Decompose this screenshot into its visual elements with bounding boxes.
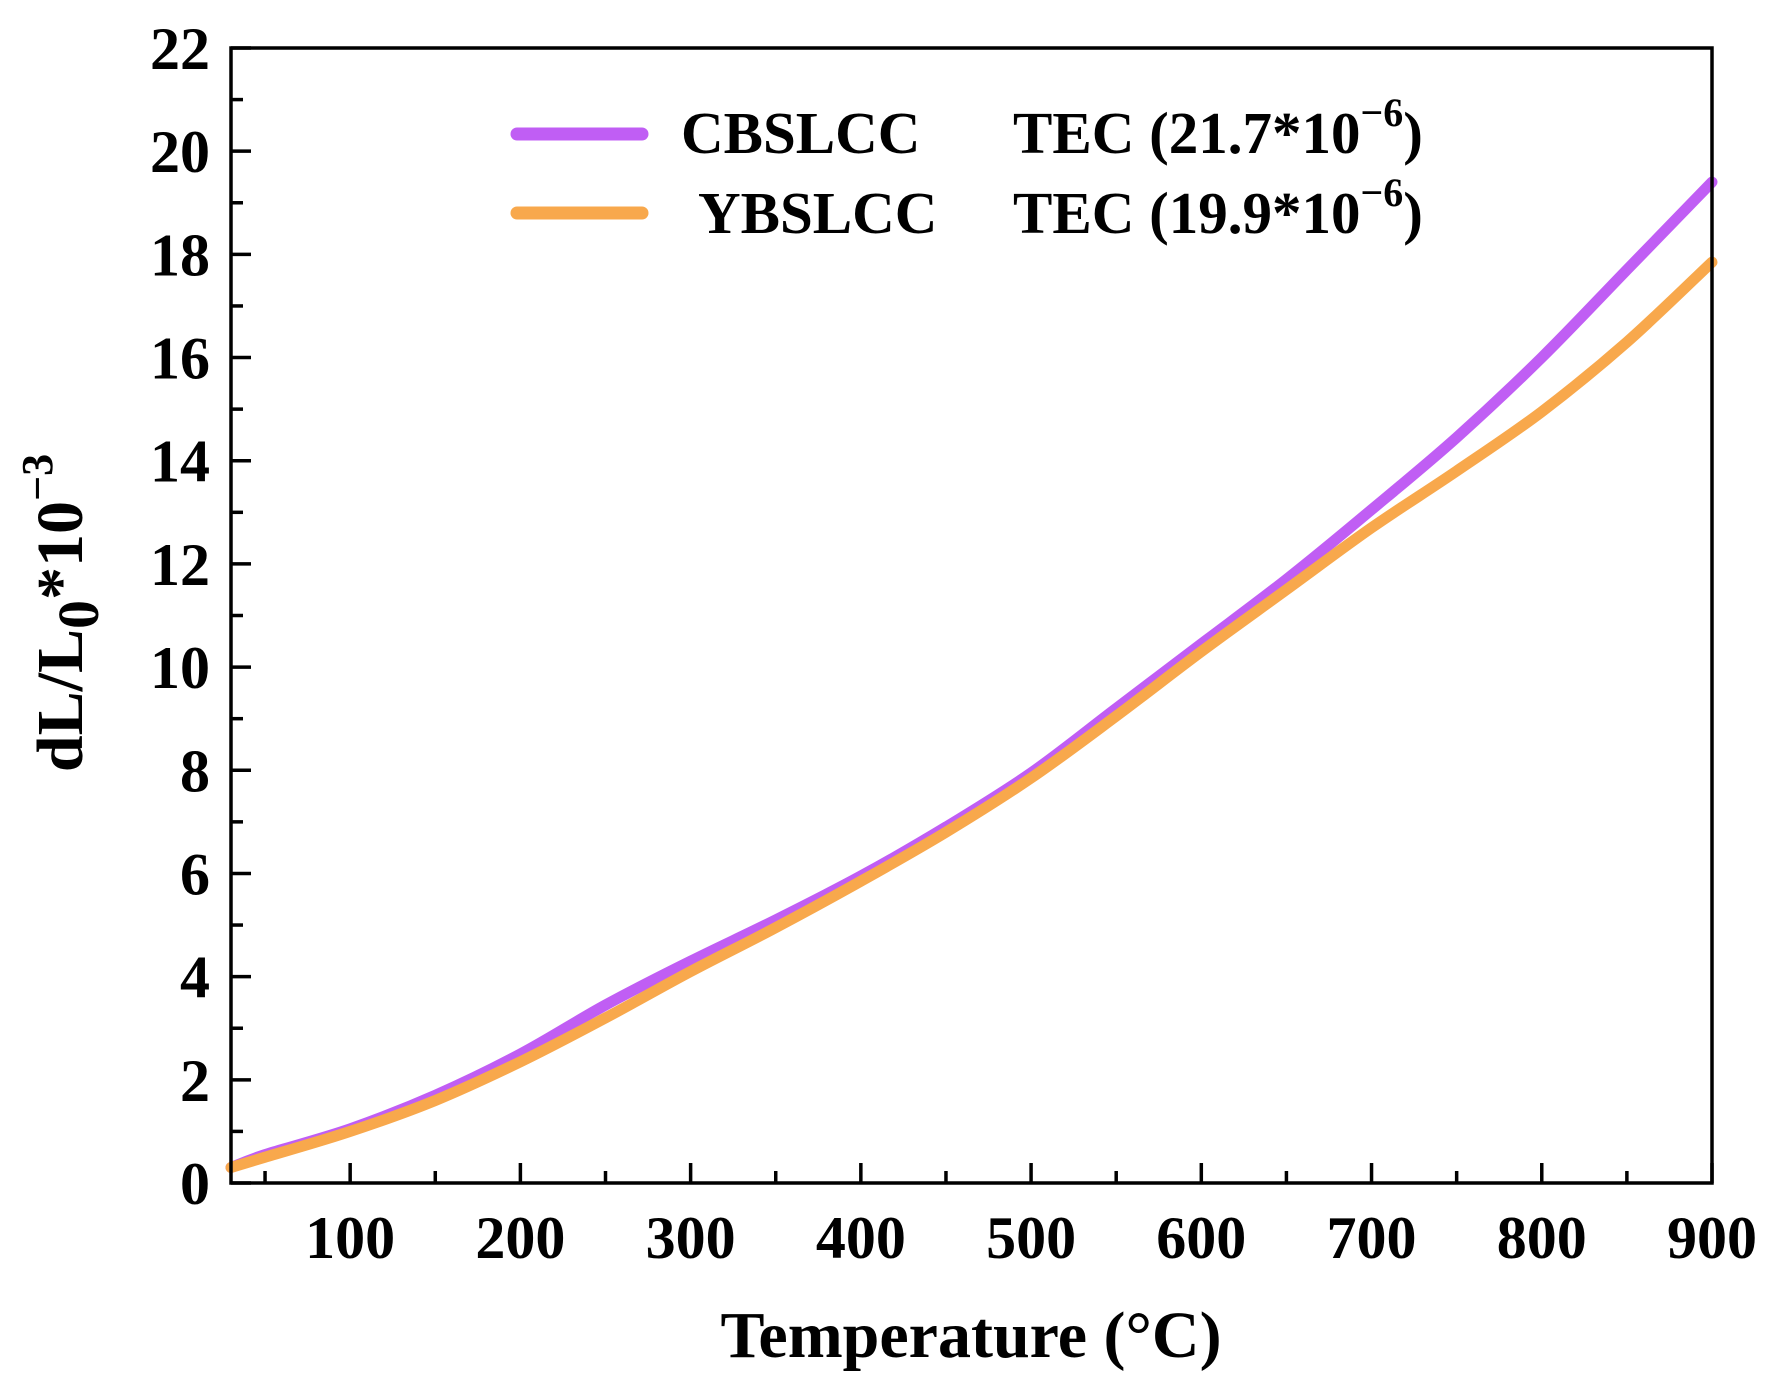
y-tick-label: 20 [150,119,210,185]
series-lines [225,176,1718,1173]
legend-name-ybslcc: YBSLCC [698,180,937,246]
legend-tec-ybslcc: TEC (19.9*10−6) [1013,170,1423,246]
y-tick-label: 22 [150,16,210,82]
x-tick-label: 600 [1156,1205,1246,1271]
y-tick-label: 4 [180,945,210,1011]
y-tick-label: 16 [150,326,210,392]
y-axis-label-superscript: −3 [13,454,62,501]
axis-ticks [231,46,1714,1185]
x-tick-label: 700 [1327,1205,1417,1271]
y-tick-label: 14 [150,429,210,495]
x-tick-label: 100 [305,1205,395,1271]
x-tick-label: 800 [1497,1205,1587,1271]
x-tick-label: 300 [646,1205,736,1271]
legend-tec-prefix: TEC (21.7*10 [1013,100,1360,166]
y-tick-label: 10 [150,635,210,701]
legend-tec-exponent: −6 [1360,170,1403,215]
y-tick-label: 2 [180,1048,210,1114]
y-tick-label: 0 [180,1151,210,1217]
x-tick-label: 900 [1667,1205,1757,1271]
series-line-ybslcc [225,256,1718,1173]
y-axis-label-mid: *10 [24,501,97,600]
y-axis-label-main: dL/L [24,629,97,772]
x-tick-label: 500 [986,1205,1076,1271]
x-tick-label: 400 [816,1205,906,1271]
y-axis-label-subscript: 0 [46,600,111,629]
y-tick-label: 18 [150,222,210,288]
y-tick-labels: 0 2 4 6 8 10 12 14 16 18 20 22 [150,16,210,1217]
legend-name-cbslcc: CBSLCC [681,100,920,166]
legend: CBSLCC TEC (21.7*10−6) YBSLCC TEC (19.9*… [510,90,1423,246]
legend-tec-prefix: TEC (19.9*10 [1013,180,1360,246]
y-tick-label: 6 [180,841,210,907]
y-axis-label: dL/L0*10−3 [13,454,111,772]
legend-tec-suffix: ) [1403,100,1423,166]
y-tick-label: 12 [150,532,210,598]
x-tick-label: 200 [475,1205,565,1271]
x-tick-labels: 100 200 300 400 500 600 700 800 900 [305,1205,1757,1271]
legend-tec-exponent: −6 [1360,90,1403,135]
y-tick-label: 8 [180,738,210,804]
legend-tec-cbslcc: TEC (21.7*10−6) [1013,90,1423,166]
legend-tec-suffix: ) [1403,180,1423,246]
x-axis-label: Temperature (°C) [720,1299,1221,1372]
plot-frame [229,46,1714,1185]
